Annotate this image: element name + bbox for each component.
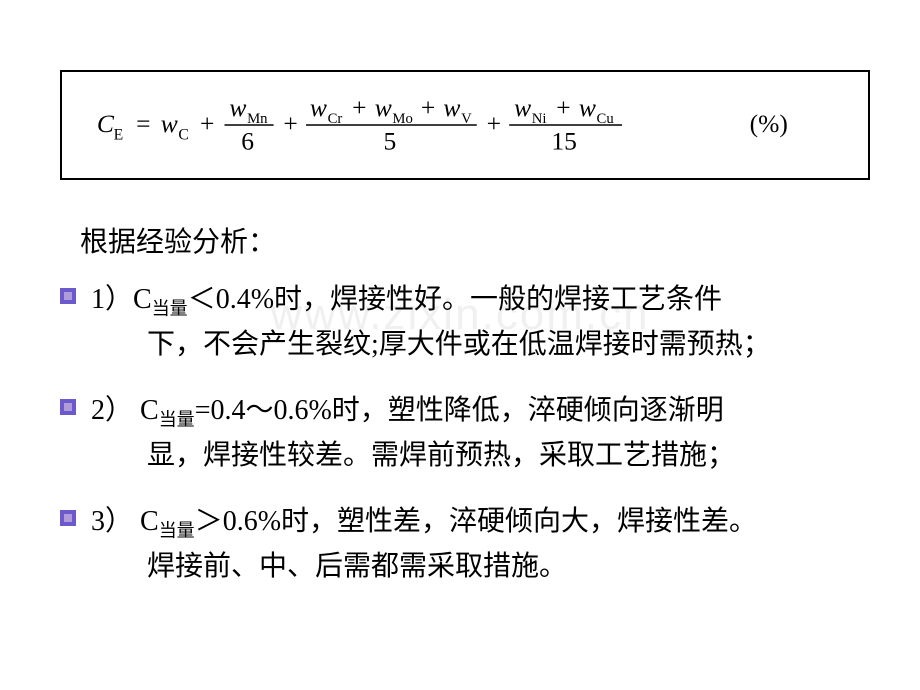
bullet-icon [60,288,76,304]
f-f2-plus2: + [421,93,435,122]
f-f3-plus: + [556,93,570,122]
item-line2: 焊接前、中、后需都需采取措施。 [91,545,757,588]
f-f3n1: w [514,93,531,122]
f-f3n2: w [579,93,596,122]
list-item: 1）C当量＜0.4%时，焊接性好。一般的焊接工艺条件 下，不会产生裂纹;厚大件或… [60,278,880,367]
f-plus1: + [200,109,214,138]
list-item-text: 2） C当量=0.4～0.6%时，塑性降低，淬硬倾向逐渐明 显，焊接性较差。需焊… [91,389,745,478]
item-line2: 下，不会产生裂纹;厚大件或在低温焊接时需预热； [91,323,771,366]
f-plus2: + [283,109,297,138]
item-sub: 当量 [152,299,188,319]
item-line1: ＞0.6%时，塑性差，淬硬倾向大，焊接性差。 [195,506,757,537]
f-t1-sub: C [178,127,188,144]
f-f1d: 6 [241,127,254,156]
item-prefix: 1）C [91,284,152,315]
list-item: 3） C当量＞0.6%时，塑性差，淬硬倾向大，焊接性差。 焊接前、中、后需都需采… [60,500,880,589]
f-t1: w [161,109,178,138]
analysis-header: 根据经验分析： [80,220,880,260]
item-line1: ＜0.4%时，焊接性好。一般的焊接工艺条件 [188,284,722,315]
item-sub: 当量 [159,409,195,429]
f-f3d: 15 [551,127,577,156]
f-unit: (%) [750,109,788,138]
item-line2: 显，焊接性较差。需焊前预热，采取工艺措施； [91,434,735,477]
list-item-text: 3） C当量＞0.6%时，塑性差，淬硬倾向大，焊接性差。 焊接前、中、后需都需采… [91,500,767,589]
item-prefix: 2） C [91,395,159,426]
list-item: 2） C当量=0.4～0.6%时，塑性降低，淬硬倾向逐渐明 显，焊接性较差。需焊… [60,389,880,478]
f-f2-plus1: + [352,93,366,122]
item-line1: =0.4～0.6%时，塑性降低，淬硬倾向逐渐明 [195,395,724,426]
f-f2n1: w [310,93,327,122]
f-f2d: 5 [384,127,397,156]
bullet-icon [60,399,76,415]
formula-box: C E = w C + w Mn 6 + w Cr + w Mo + w [60,70,870,180]
f-lhs: C [97,109,115,138]
f-f1n: w [229,93,246,122]
f-plus3: + [487,109,501,138]
formula-svg: C E = w C + w Mn 6 + w Cr + w Mo + w [92,90,838,160]
f-lhs-sub: E [114,127,124,144]
item-prefix: 3） C [91,506,159,537]
item-sub: 当量 [159,520,195,540]
f-eq: = [136,109,150,138]
f-f2n3: w [443,93,460,122]
list-item-text: 1）C当量＜0.4%时，焊接性好。一般的焊接工艺条件 下，不会产生裂纹;厚大件或… [91,278,781,367]
f-f2n2: w [375,93,392,122]
slide-content: C E = w C + w Mn 6 + w Cr + w Mo + w [0,0,920,589]
bullet-icon [60,510,76,526]
